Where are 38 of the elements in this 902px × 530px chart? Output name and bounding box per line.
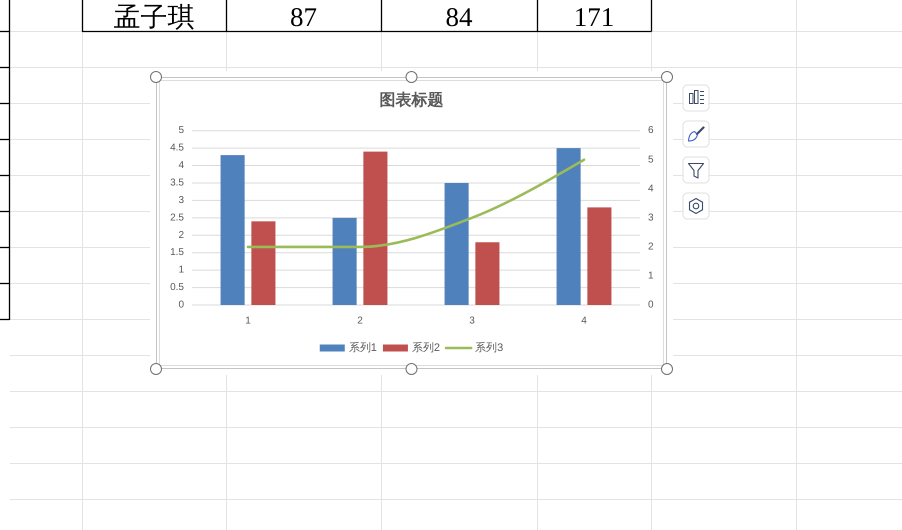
bar <box>556 148 581 305</box>
y-tick-label: 2.5 <box>170 212 184 224</box>
x-tick-label: 1 <box>245 316 252 326</box>
y-tick-label: 1 <box>178 264 184 276</box>
y-tick-label: 0 <box>178 300 184 310</box>
x-tick-label: 3 <box>469 316 476 326</box>
y2-tick-label: 1 <box>648 270 654 282</box>
y-tick-label: 3 <box>178 194 184 206</box>
bar <box>251 221 276 305</box>
bar <box>475 242 500 305</box>
y2-tick-label: 5 <box>648 154 654 166</box>
x-tick-label: 4 <box>581 316 588 326</box>
x-tick-label: 2 <box>357 316 364 326</box>
bar <box>363 152 388 305</box>
y-tick-label: 1.5 <box>170 247 184 258</box>
y2-tick-label: 2 <box>648 241 654 252</box>
legend-label: 系列1 <box>348 341 377 354</box>
y-tick-label: 5 <box>178 125 184 136</box>
bar <box>587 207 612 305</box>
bar <box>332 218 357 305</box>
y2-tick-label: 4 <box>648 183 654 194</box>
bar <box>444 182 469 305</box>
y-tick-label: 3.5 <box>170 177 184 188</box>
text: 171 <box>574 2 614 32</box>
y-tick-label: 2 <box>178 230 184 241</box>
y-tick-label: 4.5 <box>170 142 184 154</box>
y2-tick-label: 0 <box>648 300 654 310</box>
y2-tick-label: 3 <box>648 212 654 224</box>
y-tick-label: 0.5 <box>170 282 184 294</box>
text: 84 <box>446 2 473 32</box>
legend-label: 系列3 <box>475 341 504 354</box>
chart-title: 图表标题 <box>380 90 444 108</box>
y2-tick-label: 6 <box>648 125 654 136</box>
legend-label: 系列2 <box>412 341 440 354</box>
text: 87 <box>290 2 317 32</box>
bar <box>220 155 245 305</box>
y-tick-label: 4 <box>178 160 184 172</box>
text: 孟子琪 <box>114 2 194 32</box>
